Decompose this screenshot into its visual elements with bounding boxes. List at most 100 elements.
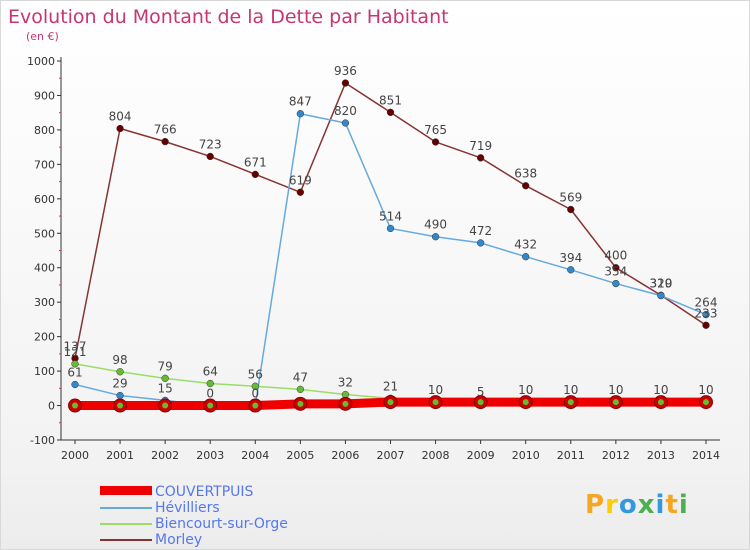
x-tick-label: 2013	[647, 449, 675, 462]
data-point	[206, 152, 214, 161]
data-label: 472	[469, 224, 492, 238]
data-label: 936	[334, 64, 357, 78]
data-point	[522, 182, 530, 190]
data-label: 21	[383, 379, 398, 393]
data-label: 400	[604, 249, 627, 263]
data-label: 354	[604, 265, 627, 279]
data-point	[702, 310, 710, 319]
legend-label-morley: Morley	[155, 532, 203, 548]
data-label: 233	[695, 306, 718, 320]
data-label: 64	[203, 364, 218, 378]
data-label: 766	[154, 123, 177, 137]
y-tick-label: 0	[48, 400, 55, 413]
data-label: 10	[428, 383, 443, 397]
data-label: 514	[379, 209, 402, 223]
data-point-overlay	[72, 402, 78, 409]
x-tick-label: 2004	[241, 449, 269, 462]
data-point-overlay	[207, 402, 214, 409]
data-point	[476, 154, 485, 162]
legend-label-couvertpuis: COUVERTPUIS	[155, 484, 254, 500]
x-tick-label: 2008	[422, 449, 450, 462]
logo-letter: o	[618, 490, 638, 520]
data-label: 10	[698, 383, 713, 397]
data-point	[431, 138, 440, 146]
legend-swatch-hevilliers	[100, 507, 152, 509]
data-label: 723	[199, 137, 222, 151]
data-point-overlay	[657, 399, 664, 406]
data-label: 619	[289, 173, 312, 187]
data-point	[431, 233, 440, 241]
data-point	[296, 385, 305, 394]
data-point	[612, 264, 620, 272]
legend-swatch-couvertpuis	[100, 486, 152, 495]
data-label: 10	[518, 383, 533, 397]
data-point-overlay	[162, 402, 169, 409]
x-tick-label: 2014	[692, 449, 720, 462]
data-label: 264	[695, 296, 718, 310]
data-point	[341, 119, 350, 127]
data-point	[116, 391, 124, 400]
y-tick-label: 500	[34, 227, 55, 240]
x-tick-label: 2002	[151, 449, 179, 462]
data-label: 804	[109, 110, 132, 124]
data-label: 719	[469, 139, 492, 153]
y-tick-label: 1000	[27, 55, 55, 68]
data-point	[296, 110, 305, 118]
y-tick-label: 900	[34, 89, 55, 102]
logo-letter: P	[585, 490, 606, 520]
data-label: 851	[379, 93, 402, 107]
y-tick-label: 400	[34, 262, 55, 275]
data-label: 61	[67, 366, 82, 380]
x-tick-label: 2011	[557, 449, 585, 462]
data-label: 0	[206, 387, 214, 401]
data-label: 765	[424, 123, 447, 137]
y-tick-label: -100	[30, 434, 55, 447]
data-label: 432	[514, 238, 537, 252]
data-label: 820	[334, 104, 357, 118]
y-tick-label: 300	[34, 296, 55, 309]
data-label: 638	[514, 167, 537, 181]
data-label: 394	[559, 251, 582, 265]
logo-letter: x	[637, 490, 656, 520]
chart-subtitle: (en €)	[26, 30, 59, 43]
data-point-overlay	[342, 400, 349, 407]
data-label: 47	[293, 370, 308, 384]
y-tick-label: 100	[34, 365, 55, 378]
data-label: 32	[338, 376, 353, 390]
legend-label-hevilliers: Hévilliers	[155, 500, 220, 516]
data-label: 15	[158, 381, 173, 395]
data-point	[296, 188, 305, 196]
legend-swatch-biencourt	[100, 523, 152, 525]
data-label: 5	[477, 385, 485, 399]
data-point	[386, 224, 395, 233]
y-tick-label: 200	[34, 331, 55, 344]
data-point	[251, 170, 259, 179]
x-tick-label: 2012	[602, 449, 630, 462]
data-label: 320	[649, 276, 672, 290]
data-label: 79	[158, 359, 173, 373]
data-point	[476, 239, 485, 247]
data-label: 671	[244, 155, 267, 169]
x-tick-label: 2010	[512, 449, 540, 462]
data-point	[116, 368, 124, 376]
data-point-overlay	[567, 399, 574, 406]
data-label: 847	[289, 95, 312, 109]
data-point	[71, 380, 79, 389]
data-label: 0	[251, 387, 259, 401]
data-point-overlay	[522, 399, 529, 406]
data-point	[161, 374, 169, 382]
chart-title: Evolution du Montant de la Dette par Hab…	[8, 6, 449, 28]
x-tick-label: 2006	[331, 449, 359, 462]
data-label: 10	[653, 383, 668, 397]
data-point-overlay	[387, 399, 394, 406]
data-point-overlay	[477, 399, 484, 406]
y-tick-label: 800	[34, 124, 55, 137]
data-label: 98	[112, 353, 127, 367]
data-point-overlay	[432, 399, 439, 406]
data-point	[116, 124, 124, 133]
x-tick-label: 2001	[106, 449, 134, 462]
logo-letter: i	[655, 490, 666, 520]
data-point-overlay	[612, 399, 619, 406]
data-label: 29	[112, 377, 127, 391]
